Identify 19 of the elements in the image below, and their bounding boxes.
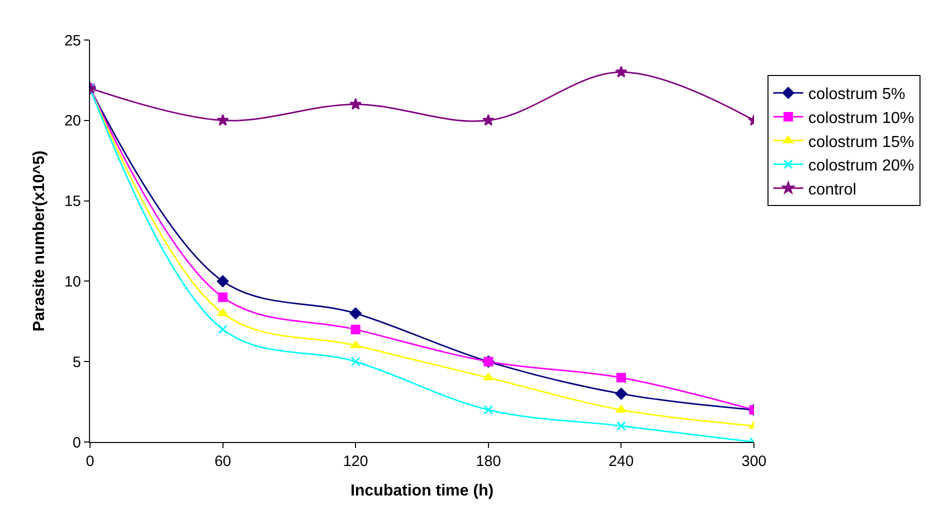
- legend-label: colostrum 15%: [808, 134, 914, 151]
- y-axis-title: Parasite number(x10^5): [31, 150, 48, 332]
- legend-label: colostrum 5%: [808, 86, 906, 104]
- x-tick-label: 60: [214, 453, 232, 470]
- y-tick-label: 15: [64, 193, 81, 210]
- x-tick-label: 180: [476, 453, 501, 470]
- y-tick-label: 25: [64, 32, 81, 50]
- x-tick-label: 120: [343, 453, 368, 470]
- y-tick-label: 0: [72, 434, 81, 452]
- x-tick-label: 0: [86, 453, 94, 470]
- legend-label: control: [808, 181, 856, 198]
- legend-label: colostrum 10%: [808, 110, 914, 127]
- y-tick-label: 10: [64, 273, 81, 290]
- legend-label: colostrum 20%: [808, 158, 914, 175]
- x-tick-label: 240: [608, 453, 634, 470]
- x-axis-title: Incubation time (h): [350, 482, 494, 500]
- x-tick-label: 300: [741, 453, 767, 470]
- y-tick-label: 20: [64, 112, 81, 130]
- y-tick-label: 5: [72, 354, 81, 371]
